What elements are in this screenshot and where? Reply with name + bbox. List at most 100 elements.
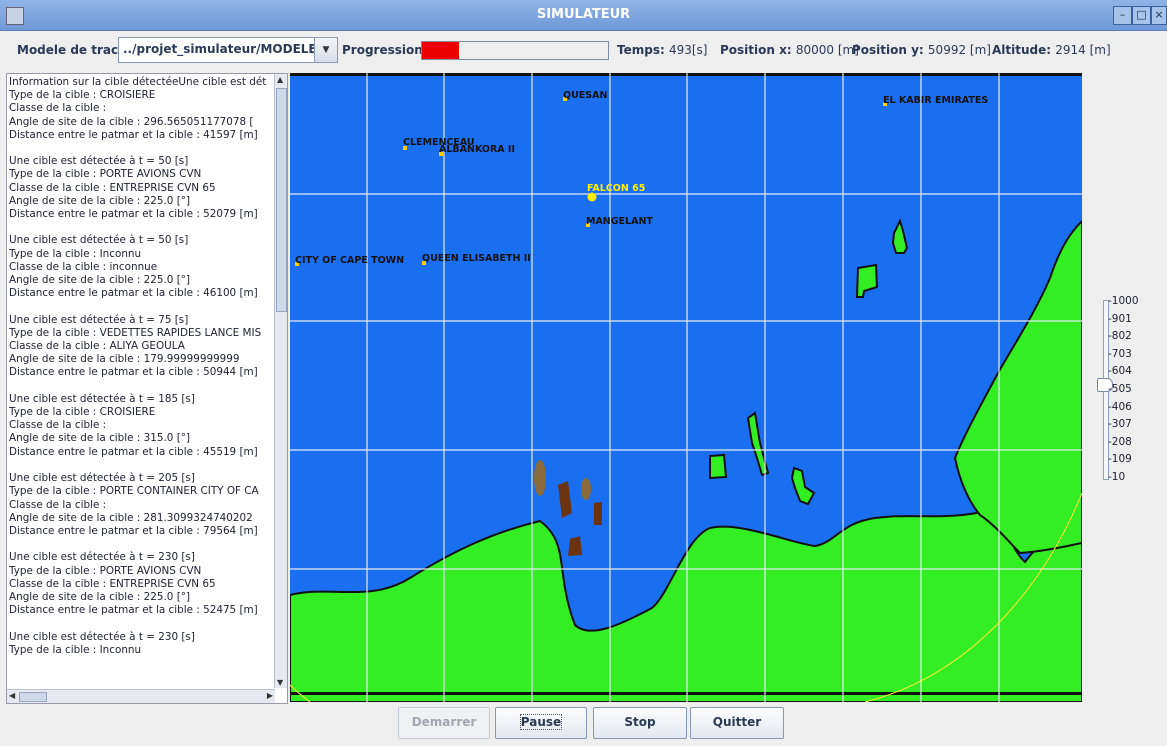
terrain-blob-3 xyxy=(558,481,572,518)
map-bottom-edge xyxy=(290,692,1082,695)
progress-label: Progression xyxy=(342,43,423,57)
info-line: Classe de la cible : ALIYA GEOULA xyxy=(9,340,185,353)
trace-label: Modele de trace xyxy=(17,43,127,57)
info-horizontal-scroll-thumb[interactable] xyxy=(19,692,47,702)
target-info-panel[interactable]: Information sur la cible détectéeUne cib… xyxy=(6,73,288,704)
position-x-label: Position x: xyxy=(720,43,792,57)
target-marker-albankora[interactable] xyxy=(439,152,443,156)
info-line: Une cible est détectée à t = 230 [s] xyxy=(9,551,195,564)
info-line: Type de la cible : PORTE CONTAINER CITY … xyxy=(9,485,259,498)
start-button[interactable]: Demarrer xyxy=(398,707,490,739)
stop-button[interactable]: Stop xyxy=(593,707,687,739)
detection-range-arc-left xyxy=(290,684,311,702)
info-line: Une cible est détectée à t = 50 [s] xyxy=(9,155,189,168)
target-marker-elkabir[interactable] xyxy=(883,102,887,106)
island-5 xyxy=(790,466,816,506)
info-line: Classe de la cible : xyxy=(9,498,107,511)
map-top-edge xyxy=(290,73,1082,76)
quit-button-label: Quitter xyxy=(712,715,762,729)
info-line: Distance entre le patmar et la cible : 5… xyxy=(9,366,258,379)
info-line: Type de la cible : Inconnu xyxy=(9,247,142,260)
target-label-clemenceau: CLEMENCEAU xyxy=(403,137,475,148)
target-info-text[interactable]: Information sur la cible détectéeUne cib… xyxy=(9,76,274,686)
island-4 xyxy=(709,453,728,480)
target-marker-elisabeth[interactable] xyxy=(422,261,426,265)
slider-tick-label: -1000 xyxy=(1108,295,1139,307)
info-line: Angle de site de la cible : 225.0 [°] xyxy=(9,274,191,287)
position-x-value: 80000 [m] xyxy=(795,43,859,57)
info-line: Distance entre le patmar et la cible : 4… xyxy=(9,128,258,141)
scroll-right-icon[interactable]: ▶ xyxy=(266,691,273,700)
island-1 xyxy=(855,263,879,298)
slider-tick-label: -703 xyxy=(1108,347,1132,360)
info-line: Classe de la cible : inconnue xyxy=(9,260,158,273)
info-line: Angle de site de la cible : 179.99999999… xyxy=(9,353,240,366)
time-readout: Temps: 493[s] xyxy=(617,43,707,57)
info-line: Distance entre le patmar et la cible : 5… xyxy=(9,208,258,221)
info-line: Classe de la cible : ENTREPRISE CVN 65 xyxy=(9,577,216,590)
title-bar: SIMULATEUR – □ × xyxy=(0,0,1167,31)
info-line: Angle de site de la cible : 225.0 [°] xyxy=(9,194,191,207)
maximize-icon[interactable]: □ xyxy=(1132,6,1151,25)
position-y-value: 50992 [m] xyxy=(927,43,991,57)
altitude-value: 2914 [m] xyxy=(1055,43,1111,57)
terrain-blob-4 xyxy=(594,502,602,525)
target-label-falcon: FALCON 65 xyxy=(587,183,645,194)
island-3 xyxy=(746,411,770,477)
time-label: Temps: xyxy=(617,43,665,57)
target-marker-clemenceau[interactable] xyxy=(403,146,407,150)
stop-button-label: Stop xyxy=(624,715,656,729)
info-line: Type de la cible : Inconnu xyxy=(9,643,142,656)
info-vertical-scrollbar[interactable]: ▲ ▼ xyxy=(274,74,287,688)
progress-fill xyxy=(422,42,460,59)
info-line: Classe de la cible : xyxy=(9,419,107,432)
land-east-coast xyxy=(953,219,1082,555)
info-line: Information sur la cible détectéeUne cib… xyxy=(9,76,267,88)
scroll-down-icon[interactable]: ▼ xyxy=(277,678,284,687)
info-line: Classe de la cible : xyxy=(9,102,107,115)
info-line: Distance entre le patmar et la cible : 4… xyxy=(9,287,258,300)
toolbar: Modele de trace ../projet_simulateur/MOD… xyxy=(0,30,1167,70)
info-line: Classe de la cible : ENTREPRISE CVN 65 xyxy=(9,181,216,194)
target-label-elkabir: EL KABIR EMIRATES xyxy=(883,95,988,106)
info-line: Angle de site de la cible : 315.0 [°] xyxy=(9,432,191,445)
slider-tick-label: -109 xyxy=(1108,453,1132,466)
java-app-icon xyxy=(6,7,24,25)
tactical-map[interactable]: QUESAN EL KABIR EMIRATES CLEMENCEAU ALBA… xyxy=(290,73,1082,702)
close-icon[interactable]: × xyxy=(1151,6,1167,25)
progress-bar xyxy=(421,41,609,60)
position-y-readout: Position y: 50992 [m] xyxy=(852,43,991,57)
info-blank-line xyxy=(9,221,274,234)
info-vertical-scroll-thumb[interactable] xyxy=(276,88,287,312)
altitude-readout: Altitude: 2914 [m] xyxy=(992,43,1111,57)
info-line: Angle de site de la cible : 225.0 [°] xyxy=(9,590,191,603)
info-line: Angle de site de la cible : 296.56505117… xyxy=(9,115,254,128)
pause-button[interactable]: Pause xyxy=(495,707,587,739)
scroll-left-icon[interactable]: ◀ xyxy=(9,691,16,700)
terrain-blob-5 xyxy=(568,536,582,556)
info-line: Type de la cible : VEDETTES RAPIDES LANC… xyxy=(9,326,262,339)
info-line: Type de la cible : CROISIERE xyxy=(9,406,156,419)
chevron-down-icon[interactable]: ▼ xyxy=(314,38,337,62)
trace-model-select[interactable]: ../projet_simulateur/MODELET... ▼ xyxy=(118,37,338,63)
altitude-slider[interactable]: -1000 -901 -802 -703 -604 -505 -406 -307 -208 -10… xyxy=(1096,295,1166,484)
patmar-aircraft-marker[interactable] xyxy=(587,192,597,202)
info-line: Type de la cible : PORTE AVIONS CVN xyxy=(9,564,202,577)
target-marker-capetown[interactable] xyxy=(295,262,299,266)
target-label-capetown: CITY OF CAPE TOWN xyxy=(295,255,404,266)
info-blank-line xyxy=(9,459,274,472)
info-line: Une cible est détectée à t = 185 [s] xyxy=(9,392,195,405)
target-marker-quesan[interactable] xyxy=(563,97,567,101)
pause-button-label: Pause xyxy=(519,714,563,730)
terrain-blob-1 xyxy=(534,460,546,496)
info-blank-line xyxy=(9,142,274,155)
target-marker-mangelant[interactable] xyxy=(586,223,590,227)
scroll-up-icon[interactable]: ▲ xyxy=(277,75,284,84)
info-horizontal-scrollbar[interactable]: ◀ ▶ xyxy=(7,689,275,703)
slider-tick-label: -406 xyxy=(1108,400,1132,413)
detection-range-arc xyxy=(864,492,1082,702)
minimize-icon[interactable]: – xyxy=(1113,6,1132,25)
slider-tick-label: -208 xyxy=(1108,435,1132,448)
info-line: Une cible est détectée à t = 205 [s] xyxy=(9,472,195,485)
quit-button[interactable]: Quitter xyxy=(690,707,784,739)
